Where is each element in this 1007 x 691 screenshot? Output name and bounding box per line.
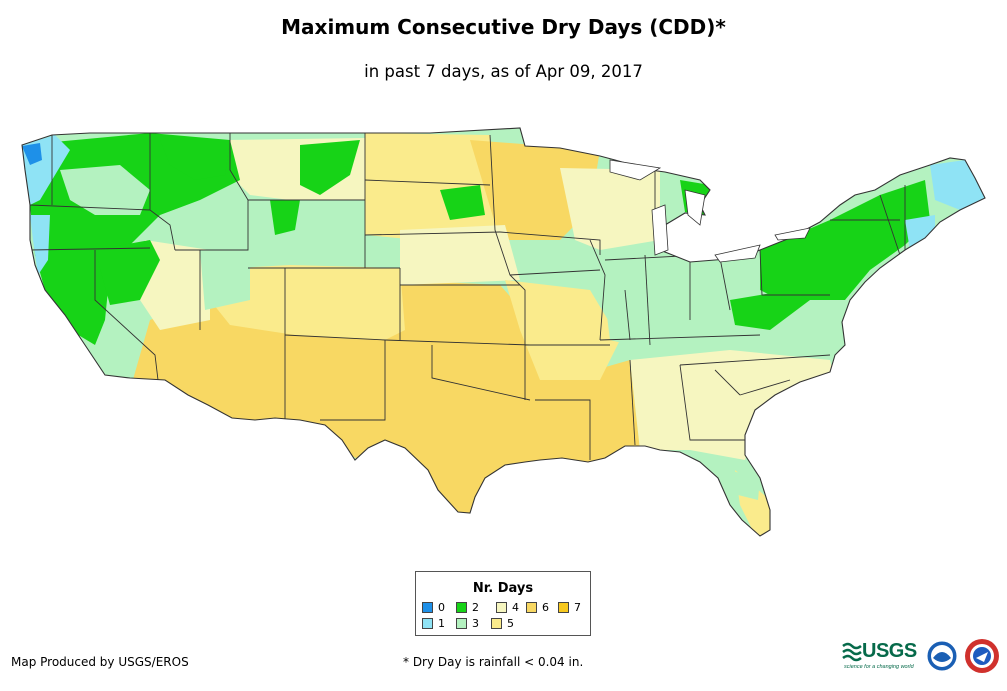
legend-item-1: 1 xyxy=(422,618,445,630)
usgs-logo: USGS xyxy=(862,640,917,662)
region-cdd-2-appalachia xyxy=(730,290,810,330)
region-cdd-2-south-dakota xyxy=(440,185,485,220)
region-cdd-6-minnesota xyxy=(470,140,600,240)
region-cdd-3-florida xyxy=(728,470,760,500)
great-lakes xyxy=(609,159,811,263)
agency-logos: USGS science for a changing world xyxy=(842,638,1002,678)
legend-item-7: 7 xyxy=(558,602,581,614)
region-cdd-0-puget xyxy=(22,143,42,165)
legend-swatch-4 xyxy=(496,602,507,613)
usgs-wave-icon xyxy=(842,642,862,662)
region-cdd-2-wyoming xyxy=(270,200,300,235)
legend-item-4: 4 xyxy=(496,602,519,614)
credit-text: Map Produced by USGS/EROS xyxy=(11,655,189,669)
noaa-logo-icon xyxy=(926,640,958,672)
legend-title: Nr. Days xyxy=(472,581,534,596)
legend-swatch-6 xyxy=(526,602,537,613)
legend-swatch-1 xyxy=(422,618,433,629)
legend-label-2: 2 xyxy=(472,601,479,614)
map-title: Maximum Consecutive Dry Days (CDD)* xyxy=(281,15,726,39)
region-cdd-1-maine xyxy=(930,160,985,210)
legend-swatch-3 xyxy=(456,618,467,629)
region-cdd-5-colorado xyxy=(200,265,405,340)
legend-label-4: 4 xyxy=(512,601,519,614)
region-cdd-3-utah xyxy=(200,250,250,310)
region-cdd-5-plains-east xyxy=(505,280,620,380)
legend: Nr. Days 0 2 4 6 7 1 3 5 xyxy=(415,571,591,636)
legend-label-5: 5 xyxy=(507,617,514,630)
nws-logo-icon xyxy=(965,639,999,673)
map-subtitle: in past 7 days, as of Apr 09, 2017 xyxy=(364,62,643,81)
region-cdd-2-montana-east xyxy=(300,140,360,195)
legend-item-5: 5 xyxy=(491,618,514,630)
legend-swatch-5 xyxy=(491,618,502,629)
region-cdd-4-kansas xyxy=(400,225,520,285)
legend-label-7: 7 xyxy=(574,601,581,614)
region-cdd-2-nevada-north xyxy=(95,240,160,305)
legend-item-3: 3 xyxy=(456,618,479,630)
legend-label-6: 6 xyxy=(542,601,549,614)
legend-item-0: 0 xyxy=(422,602,445,614)
legend-item-6: 6 xyxy=(526,602,549,614)
legend-label-0: 0 xyxy=(438,601,445,614)
region-cdd-3-ohio-valley xyxy=(600,255,760,350)
legend-label-3: 3 xyxy=(472,617,479,630)
state-boundaries xyxy=(29,133,906,460)
legend-swatch-7 xyxy=(558,602,569,613)
region-cdd-4-wisconsin xyxy=(560,168,660,250)
region-cdd-3-northwest-inland xyxy=(60,165,150,215)
usgs-tagline: science for a changing world xyxy=(844,664,914,670)
region-cdd-2-northeast xyxy=(760,180,930,300)
region-cdd-4-southeast xyxy=(630,350,835,460)
legend-swatch-2 xyxy=(456,602,467,613)
legend-label-1: 1 xyxy=(438,617,445,630)
region-cdd-1-oregon-coast xyxy=(30,215,50,275)
dry-days-shading xyxy=(22,133,985,535)
region-cdd-2-montana-west xyxy=(160,140,230,180)
legend-item-2: 2 xyxy=(456,602,479,614)
dry-day-footnote: * Dry Day is rainfall < 0.04 in. xyxy=(403,655,584,669)
legend-swatch-0 xyxy=(422,602,433,613)
